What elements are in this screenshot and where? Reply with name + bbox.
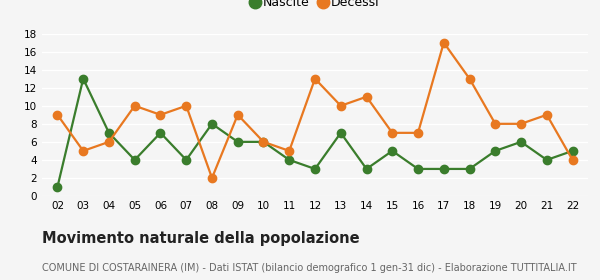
- Text: Movimento naturale della popolazione: Movimento naturale della popolazione: [42, 231, 359, 246]
- Text: COMUNE DI COSTARAINERA (IM) - Dati ISTAT (bilancio demografico 1 gen-31 dic) - E: COMUNE DI COSTARAINERA (IM) - Dati ISTAT…: [42, 263, 577, 273]
- Legend: Nascite, Decessi: Nascite, Decessi: [246, 0, 384, 14]
